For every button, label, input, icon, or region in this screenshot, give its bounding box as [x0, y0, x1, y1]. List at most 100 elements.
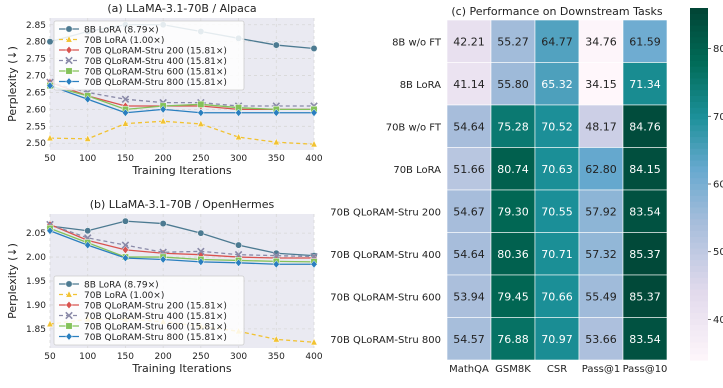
openhermes-x-axis-label: Training Iterations — [131, 362, 232, 375]
colorbar-segment — [690, 96, 708, 103]
alpaca-x-tick-label: 400 — [305, 154, 322, 164]
heatmap-cell — [534, 274, 580, 318]
alpaca-y-tick-label: 2.55 — [26, 122, 46, 132]
heatmap-cell-value: 65.32 — [541, 78, 573, 91]
openhermes-legend-label: 70B QLoRAM-Stru 800 (15.81×) — [84, 333, 227, 343]
colorbar-segment — [690, 348, 708, 355]
openhermes-data-point — [197, 257, 205, 266]
heatmap-cell-value: 70.55 — [541, 205, 573, 218]
heatmap-cell — [534, 317, 580, 361]
alpaca-data-point — [197, 108, 205, 117]
openhermes-y-tick-label: 1.90 — [26, 301, 46, 311]
openhermes-data-point — [197, 247, 205, 256]
alpaca-data-point — [310, 108, 318, 117]
alpaca-series-line — [49, 85, 314, 114]
colorbar-segment — [690, 142, 708, 150]
panel-a-alpaca-chart: 50 100 150 200 250 300 350 400 2.50 2.55 2.60 2.65 2… — [6, 2, 323, 177]
openhermes-legend-label: 8B LoRA (8.79×) — [84, 280, 159, 290]
heatmap-cell-value: 76.88 — [497, 333, 529, 346]
openhermes-data-point — [272, 260, 280, 269]
alpaca-data-point — [272, 108, 280, 117]
openhermes-data-point — [121, 253, 129, 263]
alpaca-legend-label: 8B LoRA (8.79×) — [84, 25, 159, 35]
colorbar-segment — [690, 354, 708, 361]
openhermes-series-line — [49, 223, 315, 258]
alpaca-legend-marker — [65, 25, 73, 33]
heatmap-cell-value: 53.94 — [453, 290, 485, 303]
alpaca-data-point — [159, 116, 167, 125]
openhermes-y-axis-label: Perplexity (↓) — [6, 243, 19, 319]
alpaca-legend-label: 70B QLoRAM-Stru 600 (15.81×) — [84, 67, 227, 77]
openhermes-x-tick-label: 100 — [79, 352, 96, 362]
colorbar-segment — [690, 119, 708, 126]
alpaca-x-tick-label: 150 — [117, 154, 134, 164]
openhermes-x-tick-label: 250 — [192, 352, 209, 362]
colorbar-segment — [690, 295, 708, 302]
heatmap-cell-value: 62.80 — [585, 163, 617, 176]
heatmap-cell-value: 85.37 — [629, 248, 661, 261]
colorbar-segment — [690, 184, 708, 191]
heatmap-cell-value: 70.97 — [541, 333, 573, 346]
alpaca-y-tick-label: 2.85 — [26, 21, 46, 31]
heatmap-column-label: Pass@1 — [582, 364, 621, 375]
heatmap-cell-value: 54.57 — [453, 333, 485, 346]
openhermes-data-point — [121, 241, 130, 249]
openhermes-series-line — [49, 227, 315, 263]
alpaca-data-point — [310, 139, 318, 148]
openhermes-data-point — [159, 255, 167, 264]
colorbar-tick-label: 50 — [713, 247, 723, 258]
alpaca-y-tick-label: 2.50 — [26, 139, 46, 149]
openhermes-data-point — [310, 260, 318, 269]
openhermes-legend-marker — [65, 300, 73, 310]
alpaca-legend-label: 70B QLoRAM-Stru 200 (15.81×) — [84, 46, 227, 56]
heatmap-cell-value: 70.71 — [541, 248, 573, 261]
heatmap-cell — [534, 19, 580, 63]
colorbar-segment — [690, 254, 708, 261]
openhermes-legend-marker — [65, 322, 73, 330]
heatmap-cell — [446, 19, 492, 63]
heatmap-cell-value: 41.14 — [453, 78, 485, 91]
heatmap-row-label: 70B LoRA — [393, 165, 441, 176]
openhermes-legend-label: 70B QLoRAM-Stru 600 (15.81×) — [84, 322, 227, 332]
heatmap-cell — [578, 274, 624, 318]
heatmap-cell-value: 80.36 — [497, 248, 529, 261]
heatmap-column-label: Pass@10 — [623, 364, 668, 375]
colorbar-segment — [690, 19, 708, 27]
alpaca-data-point — [46, 81, 54, 90]
openhermes-data-point — [159, 220, 167, 228]
colorbar-segment — [690, 54, 708, 62]
alpaca-data-point — [46, 38, 54, 46]
alpaca-series-line — [49, 81, 314, 107]
heatmap-cell-value: 75.28 — [497, 120, 529, 133]
colorbar-segment — [690, 213, 708, 220]
openhermes-data-point — [310, 337, 318, 346]
colorbar-segment — [690, 25, 708, 33]
colorbar-segment — [690, 189, 708, 197]
colorbar-segment — [690, 43, 708, 50]
alpaca-y-tick-label: 2.60 — [26, 105, 46, 115]
openhermes-x-tick-label: 150 — [117, 352, 134, 362]
alpaca-data-point — [121, 95, 130, 103]
heatmap-cell — [578, 317, 624, 361]
heatmap-column-label: MathQA — [449, 364, 489, 375]
alpaca-y-axis-label: Perplexity (↓) — [6, 46, 19, 122]
heatmap-row-label: 70B w/o FT — [386, 122, 442, 133]
colorbar-segment — [690, 207, 708, 214]
heatmap-cell — [578, 62, 624, 106]
openhermes-legend-marker — [65, 280, 73, 288]
alpaca-x-tick-label: 50 — [44, 154, 56, 164]
colorbar-segment — [690, 318, 708, 326]
alpaca-x-tick-label: 250 — [192, 154, 209, 164]
heatmap-cell — [534, 147, 580, 191]
heatmap-row-label: 8B w/o FT — [392, 37, 442, 48]
alpaca-y-tick-label: 2.75 — [26, 55, 46, 65]
colorbar-tick-label: 40 — [713, 315, 723, 326]
alpaca-data-point — [272, 41, 280, 49]
heatmap-cell-value: 55.49 — [585, 290, 617, 303]
heatmap-cell-value: 53.66 — [585, 333, 617, 346]
heatmap-cell-value: 83.54 — [629, 333, 661, 346]
heatmap-title: (c) Performance on Downstream Tasks — [451, 5, 662, 18]
alpaca-y-tick-label: 2.80 — [26, 38, 46, 48]
colorbar-segment — [690, 272, 708, 279]
openhermes-data-point — [46, 319, 54, 328]
